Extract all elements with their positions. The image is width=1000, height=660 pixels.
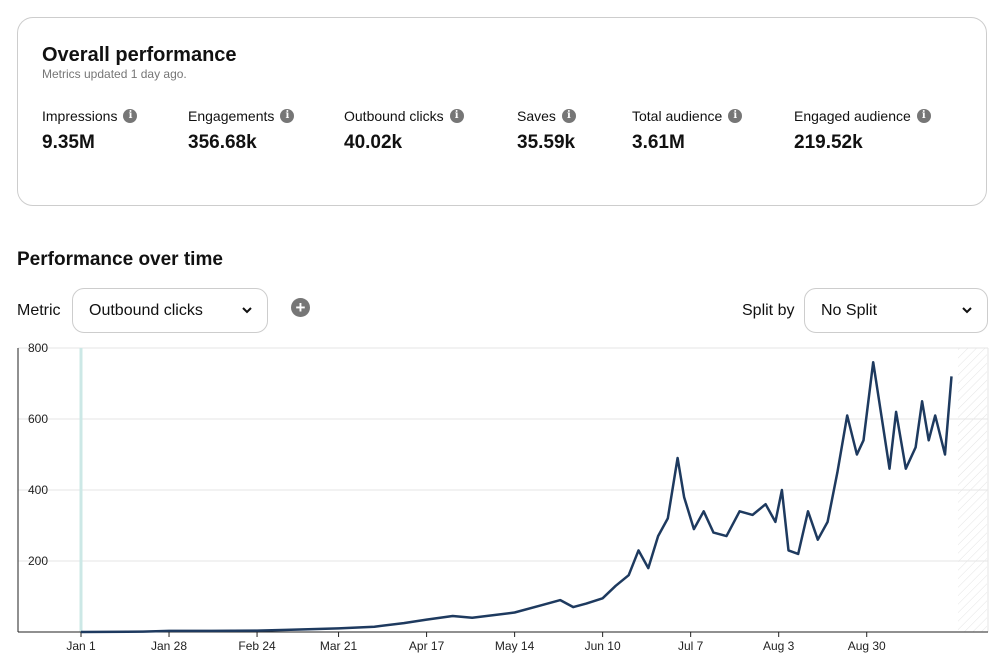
x-tick-label: May 14 bbox=[495, 639, 535, 653]
metric-total-audience: Total audience i 3.61M bbox=[632, 108, 743, 154]
overall-performance-card: Overall performance Metrics updated 1 da… bbox=[17, 17, 987, 206]
metric-engagements: Engagements i 356.68k bbox=[188, 108, 295, 154]
metric-label: Saves bbox=[517, 108, 556, 124]
metric-select[interactable]: Outbound clicks bbox=[72, 288, 268, 333]
split-select[interactable]: No Split bbox=[804, 288, 988, 333]
x-tick-label: Apr 17 bbox=[409, 639, 445, 653]
x-tick-label: Jan 28 bbox=[151, 639, 187, 653]
metric-select-label: Metric bbox=[17, 302, 61, 319]
metric-select-value: Outbound clicks bbox=[89, 302, 203, 319]
info-icon[interactable]: i bbox=[561, 109, 576, 123]
x-tick-label: Feb 24 bbox=[238, 639, 276, 653]
performance-chart: 200 400 600 800 Jan 1 Jan 28 Feb 24 Mar 21 Apr 1… bbox=[17, 341, 989, 653]
card-title: Overall performance bbox=[42, 44, 237, 66]
metric-saves: Saves i 35.59k bbox=[517, 108, 576, 154]
card-subtitle: Metrics updated 1 day ago. bbox=[42, 67, 187, 81]
split-select-value: No Split bbox=[821, 302, 878, 319]
metric-value: 35.59k bbox=[517, 132, 576, 153]
section-title: Performance over time bbox=[17, 249, 223, 270]
metric-outbound-clicks: Outbound clicks i 40.02k bbox=[344, 108, 464, 154]
metric-value: 40.02k bbox=[344, 132, 403, 153]
info-icon[interactable]: i bbox=[280, 109, 295, 123]
metric-label: Engagements bbox=[188, 108, 275, 124]
x-tick-label: Aug 3 bbox=[763, 639, 795, 653]
info-icon[interactable]: i bbox=[449, 109, 464, 123]
info-icon[interactable]: i bbox=[123, 109, 138, 123]
series-line bbox=[80, 360, 953, 634]
metric-label: Impressions bbox=[42, 108, 118, 124]
x-tick-label: Jan 1 bbox=[66, 639, 96, 653]
x-tick-label: Mar 21 bbox=[320, 639, 358, 653]
metric-impressions: Impressions i 9.35M bbox=[42, 108, 138, 154]
split-select-label: Split by bbox=[742, 302, 795, 319]
y-tick-label: 600 bbox=[28, 412, 48, 426]
info-icon[interactable]: i bbox=[916, 109, 931, 123]
future-hatch-region bbox=[958, 348, 987, 632]
plus-circle-icon[interactable]: + bbox=[291, 298, 310, 317]
metric-engaged-audience: Engaged audience i 219.52k bbox=[794, 108, 931, 154]
x-tick-label: Jul 7 bbox=[678, 639, 704, 653]
metric-value: 9.35M bbox=[42, 132, 95, 153]
chevron-down-icon bbox=[962, 307, 972, 314]
y-tick-label: 400 bbox=[28, 483, 48, 497]
metric-label: Outbound clicks bbox=[344, 108, 444, 124]
y-tick-label: 200 bbox=[28, 554, 48, 568]
metric-value: 219.52k bbox=[794, 132, 863, 153]
metric-value: 3.61M bbox=[632, 132, 685, 153]
x-tick-label: Jun 10 bbox=[585, 639, 621, 653]
metric-value: 356.68k bbox=[188, 132, 257, 153]
x-tick-label: Aug 30 bbox=[848, 639, 886, 653]
info-icon[interactable]: i bbox=[728, 109, 743, 123]
chevron-down-icon bbox=[242, 307, 252, 314]
y-tick-label: 800 bbox=[28, 341, 48, 355]
metric-label: Engaged audience bbox=[794, 108, 911, 124]
metric-label: Total audience bbox=[632, 108, 723, 124]
